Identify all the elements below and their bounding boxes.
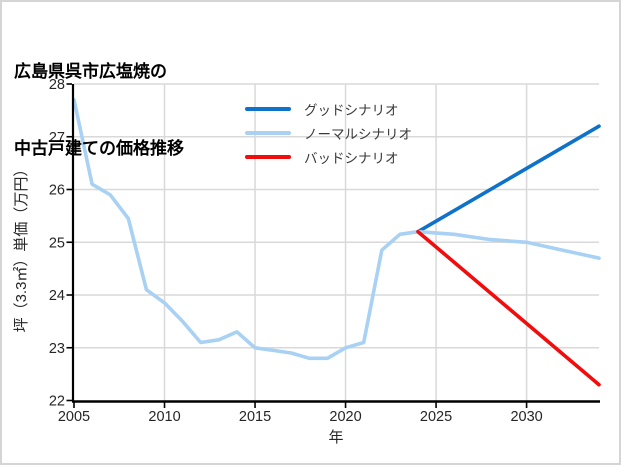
legend-swatch-normal-scenario [245, 131, 291, 135]
legend-item-bad-scenario: バッドシナリオ [245, 146, 412, 168]
x-tick-label: 2015 [239, 409, 271, 425]
series-lines [72, 98, 601, 387]
tick-marks [66, 83, 528, 408]
legend-item-normal-scenario: ノーマルシナリオ [245, 122, 412, 144]
x-tick-label: 2010 [148, 409, 180, 425]
chart-title: 広島県呉市広塩焼の 中古戸建ての価格推移 [14, 8, 184, 212]
normal-scenario-line [416, 229, 601, 260]
x-tick-label: 2005 [58, 409, 90, 425]
legend-item-good-scenario: グッドシナリオ [245, 98, 412, 120]
x-tick-label: 2030 [510, 409, 542, 425]
x-axis-label: 年 [328, 429, 343, 446]
bad-scenario-line [416, 229, 601, 387]
y-tick-label: 26 [49, 183, 65, 199]
y-axis-label: 坪（3.3㎡）単価（万円） [13, 162, 30, 333]
legend-label-normal-scenario: ノーマルシナリオ [304, 127, 412, 142]
y-tick-label: 23 [49, 341, 65, 357]
legend-label-bad-scenario: バッドシナリオ [304, 151, 399, 166]
y-tick-label: 25 [49, 235, 65, 251]
legend-swatch-bad-scenario [245, 155, 291, 159]
y-tick-label: 22 [49, 394, 65, 410]
history-line [72, 98, 420, 361]
y-tick-label: 24 [49, 288, 65, 304]
legend: グッドシナリオ ノーマルシナリオ バッドシナリオ [245, 98, 412, 170]
y-tick-label: 27 [49, 130, 65, 146]
good-scenario-line [416, 124, 601, 234]
chart-title-line1: 広島県呉市広塩焼の [14, 62, 167, 81]
axes-spines [71, 84, 600, 403]
x-tick-label: 2020 [329, 409, 361, 425]
legend-swatch-good-scenario [245, 107, 291, 111]
tick-labels: 2005 2010 2015 2020 2025 2030 22 23 24 25 26 27 28 [49, 77, 543, 425]
x-tick-label: 2025 [420, 409, 452, 425]
y-tick-label: 28 [49, 77, 65, 93]
chart-title-line2: 中古戸建ての価格推移 [14, 138, 184, 158]
legend-label-good-scenario: グッドシナリオ [304, 103, 399, 118]
